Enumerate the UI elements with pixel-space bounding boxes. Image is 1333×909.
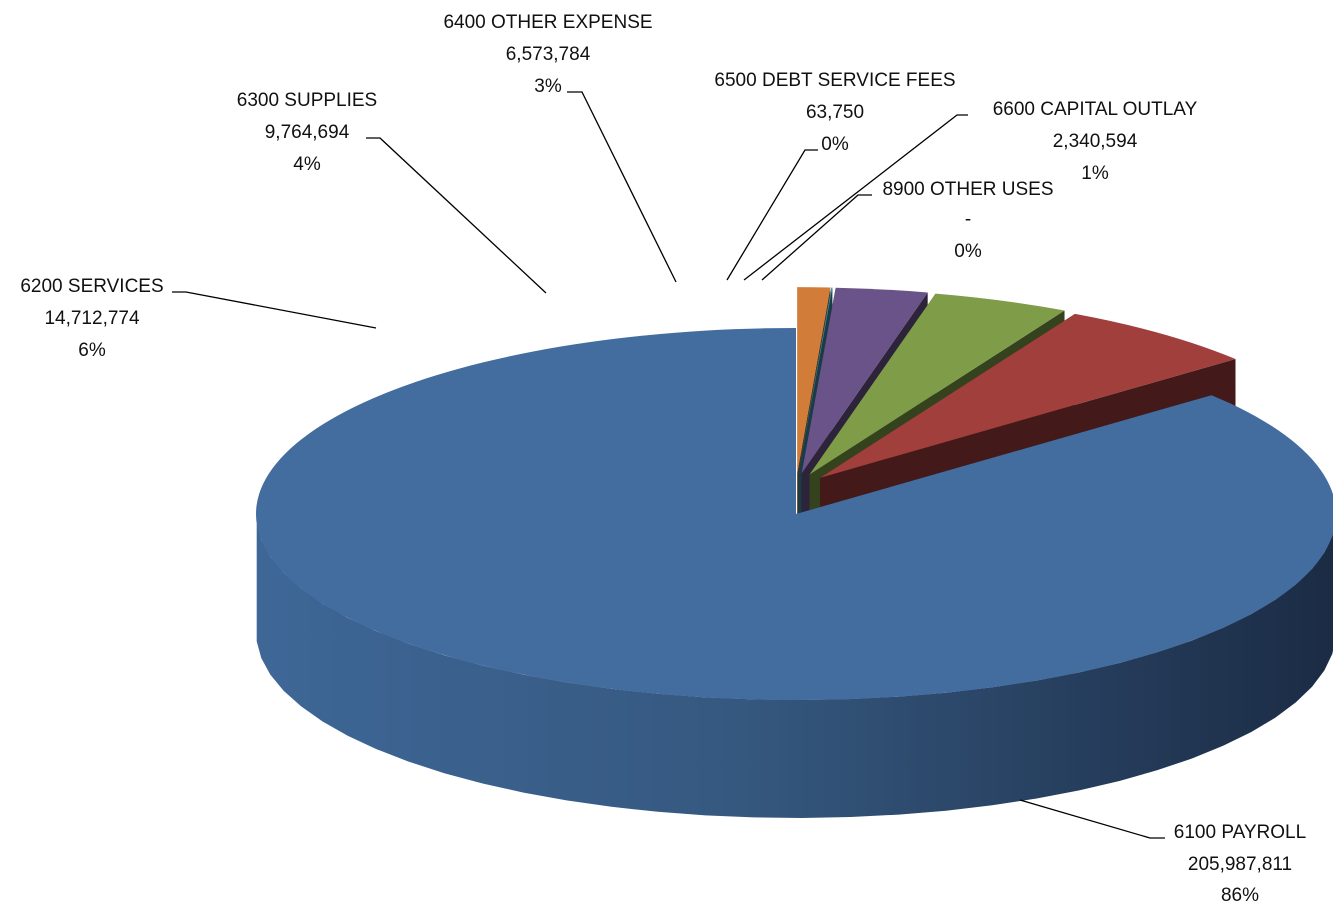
label-supplies-percent: 4%: [293, 154, 321, 175]
slice-6400-other-expense: [801, 287, 928, 474]
slice-6500-debt-service-fees: [798, 287, 833, 474]
label-capital-outlay-value: 2,340,594: [1053, 131, 1138, 152]
label-payroll-value: 205,987,811: [1188, 854, 1292, 875]
leader-capital-outlay: [743, 114, 968, 281]
leader-supplies: [366, 137, 547, 294]
label-supplies: 6300 SUPPLIES 9,764,694 4%: [237, 90, 377, 175]
label-services-category: 6200 SERVICES: [20, 276, 163, 297]
label-other-expense: 6400 OTHER EXPENSE 6,573,784 3%: [443, 12, 652, 97]
leader-debt-service: [726, 149, 818, 281]
label-payroll: 6100 PAYROLL 205,987,811 86%: [1174, 822, 1306, 906]
label-services: 6200 SERVICES 14,712,774 6%: [20, 276, 163, 361]
label-other-uses-percent: 0%: [954, 241, 982, 262]
label-services-percent: 6%: [78, 340, 106, 361]
slice-6300-supplies: [809, 293, 1065, 475]
leader-other-expense: [567, 91, 677, 283]
label-payroll-percent: 86%: [1221, 885, 1259, 906]
label-other-uses-category: 8900 OTHER USES: [882, 179, 1053, 200]
leader-other-uses: [761, 194, 872, 281]
label-debt-service-category: 6500 DEBT SERVICE FEES: [714, 70, 955, 91]
label-capital-outlay: 6600 CAPITAL OUTLAY 2,340,594 1%: [993, 99, 1198, 184]
label-other-uses: 8900 OTHER USES - 0%: [882, 179, 1053, 262]
label-debt-service-value: 63,750: [806, 102, 864, 123]
label-supplies-category: 6300 SUPPLIES: [237, 90, 377, 111]
data-labels: 6100 PAYROLL 205,987,811 86% 6200 SERVIC…: [20, 12, 1306, 906]
label-payroll-category: 6100 PAYROLL: [1174, 822, 1306, 843]
leader-payroll: [1019, 799, 1165, 839]
label-capital-outlay-category: 6600 CAPITAL OUTLAY: [993, 99, 1198, 120]
slice-rim-6100-payroll: [256, 523, 1333, 818]
label-supplies-value: 9,764,694: [265, 122, 350, 143]
leader-lines: [172, 91, 1165, 839]
label-services-value: 14,712,774: [44, 308, 140, 329]
label-debt-service-percent: 0%: [821, 134, 849, 155]
label-other-expense-percent: 3%: [534, 76, 562, 97]
label-capital-outlay-percent: 1%: [1081, 163, 1109, 184]
label-debt-service: 6500 DEBT SERVICE FEES 63,750 0%: [714, 70, 955, 155]
slice-tops: [256, 287, 1333, 700]
label-other-expense-category: 6400 OTHER EXPENSE: [443, 12, 652, 33]
slice-6200-services: [820, 313, 1236, 478]
label-other-expense-value: 6,573,784: [506, 44, 591, 65]
leader-services: [172, 291, 377, 329]
slice-6600-capital-outlay: [797, 287, 831, 474]
slice-6100-payroll: [256, 328, 1333, 700]
label-other-uses-value: -: [965, 209, 971, 230]
